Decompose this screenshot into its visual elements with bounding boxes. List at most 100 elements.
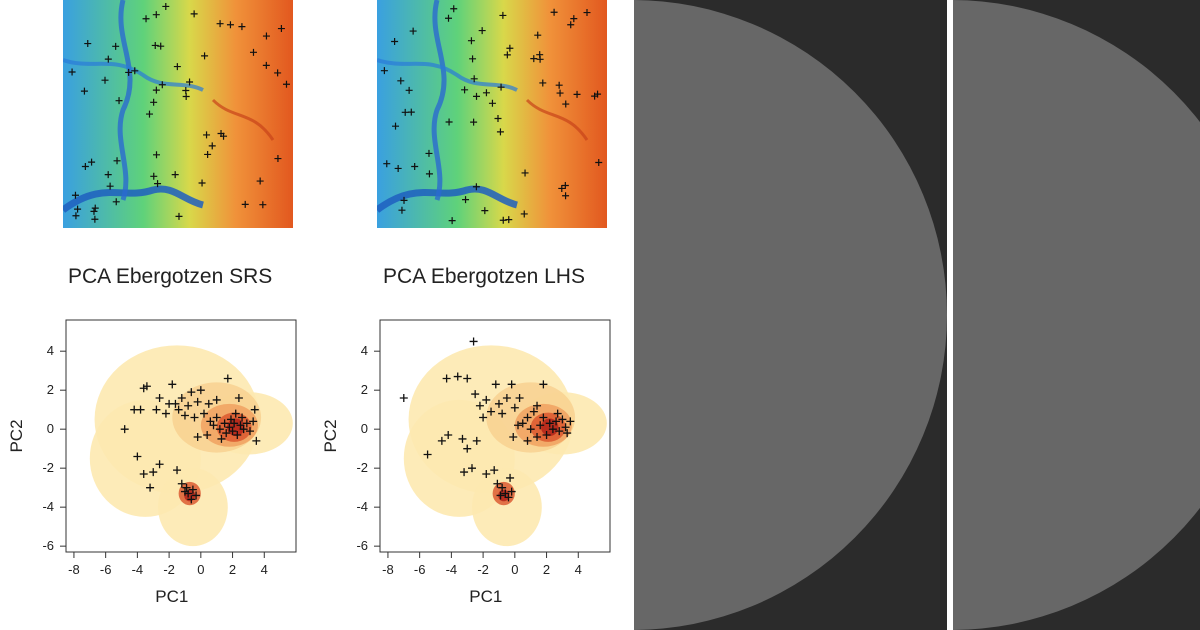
map-sample-point — [556, 89, 564, 97]
sample-point — [536, 421, 545, 430]
map-sample-point — [594, 90, 602, 98]
sample-point — [490, 466, 499, 475]
map-sample-point — [182, 86, 190, 94]
sample-point — [174, 405, 183, 414]
map-sample-point — [488, 99, 496, 107]
map-sample-point — [380, 67, 388, 75]
map-sample-point — [573, 90, 581, 98]
sample-point — [552, 417, 561, 426]
y-tick-label: 0 — [361, 421, 368, 436]
sample-point — [463, 444, 472, 453]
map-sample-point — [152, 86, 160, 94]
y-tick-label: -4 — [356, 499, 368, 514]
map-sample-point — [112, 198, 120, 206]
map-sample-point — [595, 159, 603, 167]
sample-point — [558, 415, 567, 424]
sample-point — [155, 393, 164, 402]
map-sample-point — [394, 164, 402, 172]
sample-point — [171, 399, 180, 408]
map-sample-point — [131, 67, 139, 75]
sample-point — [139, 470, 148, 479]
sample-point — [146, 483, 155, 492]
chart-title-srs: PCA Ebergotzen SRS — [68, 265, 273, 288]
sample-point — [539, 413, 548, 422]
panel-divider — [947, 0, 953, 630]
sample-point — [177, 393, 186, 402]
map-sample-point — [567, 21, 575, 29]
sample-point — [206, 417, 215, 426]
sample-point — [523, 436, 532, 445]
map-sample-point — [496, 128, 504, 136]
y-tick-label: 2 — [361, 382, 368, 397]
map-sample-point — [154, 180, 162, 188]
map-sample-point — [91, 215, 99, 223]
map-sample-point — [461, 86, 469, 94]
map-sample-point — [470, 118, 478, 126]
sample-point — [469, 337, 478, 346]
half-disc-shape — [953, 0, 1200, 630]
map-sample-point — [190, 10, 198, 18]
sample-point — [190, 413, 199, 422]
map-sample-point — [470, 75, 478, 83]
sample-point — [231, 409, 240, 418]
sample-point — [168, 380, 177, 389]
y-tick-label: -6 — [42, 538, 54, 553]
chart-title-lhs: PCA Ebergotzen LHS — [383, 265, 585, 288]
map-sample-point — [405, 86, 413, 94]
map-sample-point — [521, 169, 529, 177]
dark-panel-2 — [953, 0, 1200, 630]
x-tick-label: -2 — [163, 562, 175, 577]
map-sample-point — [472, 183, 480, 191]
map-sample-point — [469, 55, 477, 63]
sample-point — [479, 413, 488, 422]
map-sample-point — [104, 55, 112, 63]
map-sample-point — [274, 155, 282, 163]
sample-point — [203, 431, 212, 440]
map-sample-point — [506, 44, 514, 52]
sample-point — [180, 487, 189, 496]
x-tick-label: -4 — [132, 562, 144, 577]
map-sample-point — [175, 212, 183, 220]
map-sample-point — [201, 52, 209, 60]
sample-point — [502, 393, 511, 402]
x-tick-label: -6 — [100, 562, 112, 577]
map-sample-point — [72, 212, 80, 220]
map-sample-point — [520, 210, 528, 218]
sample-point — [471, 390, 480, 399]
y-tick-label: -6 — [356, 538, 368, 553]
map-sample-point — [259, 201, 267, 209]
sample-point — [246, 427, 254, 436]
sample-point — [509, 432, 518, 441]
sample-point — [482, 395, 491, 404]
map-sample-point — [157, 42, 165, 50]
x-tick-label: -4 — [446, 562, 458, 577]
map-sample-point — [162, 2, 170, 10]
sample-point — [542, 431, 551, 440]
sample-point — [453, 372, 462, 381]
map-sample-point — [104, 171, 112, 179]
map-sample-point — [238, 23, 246, 31]
sample-point — [196, 386, 205, 395]
sample-point — [444, 431, 453, 440]
sample-point — [120, 425, 129, 434]
map-sample-point — [80, 87, 88, 95]
map-sample-point — [450, 5, 458, 13]
map-sample-point — [505, 216, 513, 224]
map-sample-point — [173, 63, 181, 71]
map-sample-point — [530, 55, 538, 63]
density-cloud — [403, 345, 607, 547]
sample-point — [506, 473, 515, 482]
map-sample-point — [425, 149, 433, 157]
sample-point — [193, 432, 202, 441]
sample-point — [242, 419, 251, 428]
sample-point — [498, 483, 507, 492]
sample-point — [187, 495, 196, 504]
sample-point — [514, 421, 522, 430]
sample-point — [234, 393, 243, 402]
map-sample-point — [497, 83, 505, 91]
map-sample-point — [262, 61, 270, 69]
sample-point — [539, 380, 548, 389]
sample-point — [180, 411, 189, 420]
map-sample-points — [380, 5, 603, 225]
